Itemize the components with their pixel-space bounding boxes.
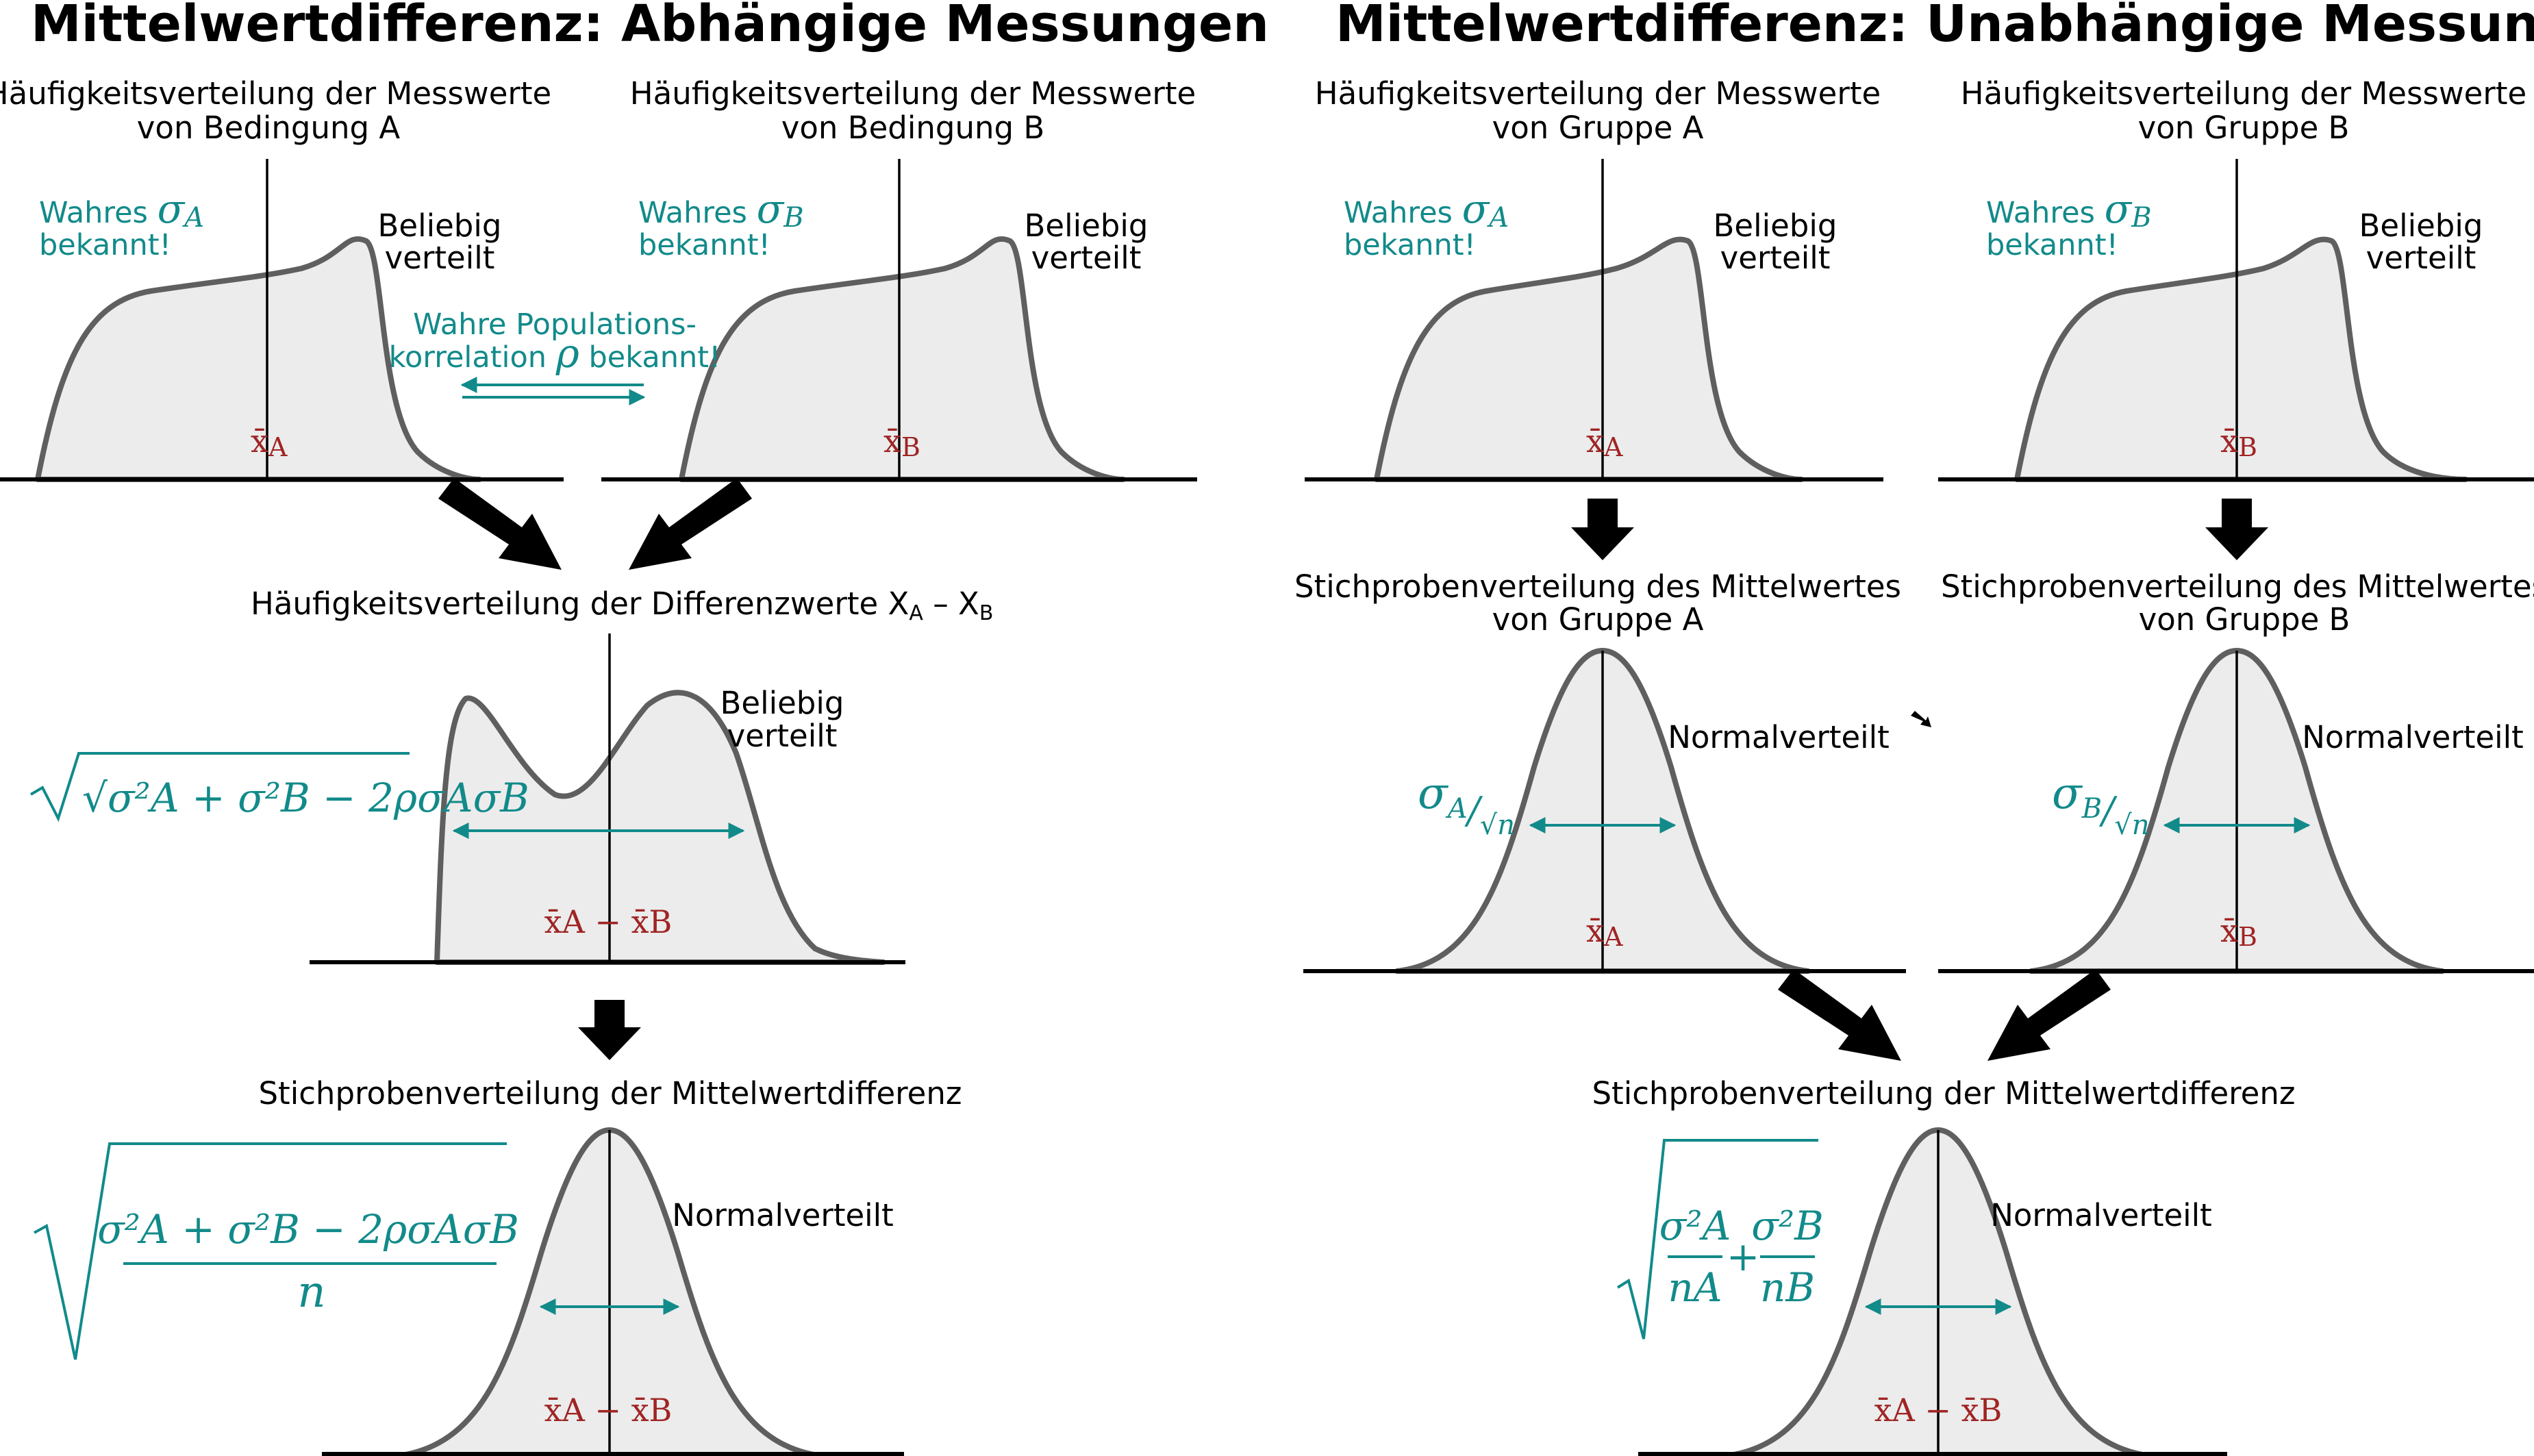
right-dist-a-label-1: Häufigkeitsverteilung der Messwerte [1315, 75, 1881, 112]
left-sampling-mean-label: x̄A − x̄B [544, 1392, 673, 1429]
right-sampling-b: Stichprobenverteilung des Mittelwertes v… [1938, 568, 2534, 974]
right-sampling-diff-label: Stichprobenverteilung der Mittelwertdiff… [1592, 1075, 2295, 1112]
left-arrow-diff-to-sampling [578, 1000, 641, 1060]
right-dist-b-curve [2014, 236, 2468, 482]
right-sampling-b-shape: Normalverteilt [2302, 719, 2524, 755]
left-arrow-a-to-diff [438, 478, 562, 570]
diff-mean-label: x̄A − x̄B [544, 903, 673, 940]
left-dist-b-shape-1: Beliebig [1025, 208, 1149, 244]
right-sampling-diff-mean-label: x̄A − x̄B [1874, 1392, 2003, 1429]
right-sampling-a-label-2: von Gruppe A [1492, 601, 1704, 638]
right-dist-b-mean-label: x̄B [2220, 423, 2257, 462]
left-title: Mittelwertdifferenz: Abhängige Messungen [31, 0, 1269, 53]
left-dist-b-mean-label: x̄B [883, 423, 920, 462]
left-dist-a-shape-2: verteilt [385, 240, 495, 276]
left-dist-b-shape-2: verteilt [1031, 240, 1142, 276]
correlation-line-2: korrelation ρ bekannt! [389, 330, 721, 377]
right-arrow-b-down [2205, 499, 2268, 560]
right-dist-b-sigma-note-2: bekannt! [1986, 228, 2118, 262]
right-arrow-b-to-diff [1987, 969, 2111, 1061]
right-sampling-diff-formula-radical [1616, 1139, 1818, 1340]
right-sampling-b-label-1: Stichprobenverteilung des Mittelwertes [1941, 568, 2534, 605]
right-dist-b: Häufigkeitsverteilung der Messwerte von … [1938, 75, 2534, 482]
right-arrow-a-to-diff [1778, 969, 1901, 1061]
right-small-arrow [1911, 711, 1931, 727]
left-sampling-formula-den: n [297, 1267, 325, 1318]
left-dist-a-sigma-note-2: bekannt! [39, 228, 171, 262]
right-dist-b-label-2: von Gruppe B [2138, 110, 2350, 146]
right-dist-a: Häufigkeitsverteilung der Messwerte von … [1305, 75, 1883, 482]
right-sampling-b-mean-label: x̄B [2220, 912, 2257, 952]
right-sampling-a: Stichprobenverteilung des Mittelwertes v… [1294, 568, 1906, 974]
left-arrow-b-to-diff [629, 478, 752, 570]
right-dist-a-curve [1374, 236, 1804, 482]
right-sampling-a-shape: Normalverteilt [1668, 719, 1890, 755]
right-dist-b-label-1: Häufigkeitsverteilung der Messwerte [1961, 75, 2526, 112]
left-dist-b-label-1: Häufigkeitsverteilung der Messwerte [630, 75, 1196, 112]
right-formula-a-den: nA [1668, 1264, 1722, 1311]
left-dist-b: Häufigkeitsverteilung der Messwerte von … [601, 75, 1197, 482]
right-dist-a-label-2: von Gruppe A [1492, 110, 1704, 146]
left-dist-b-sigma-note: Wahres σB [638, 186, 804, 234]
right-dist-a-shape-1: Beliebig [1714, 208, 1837, 244]
diff-shape-2: verteilt [727, 718, 838, 754]
right-dist-a-mean-label: x̄A [1586, 423, 1623, 462]
right-formula-plus: + [1727, 1233, 1760, 1280]
left-dist-a-mean-label: x̄A [251, 423, 288, 462]
left-dist-a-label-2: von Bedingung A [137, 110, 401, 146]
right-sampling-b-se: σB/√n [2052, 768, 2150, 841]
right-arrow-a-down [1571, 499, 1634, 560]
right-sampling-diff-shape: Normalverteilt [1990, 1197, 2212, 1233]
right-sampling-b-label-2: von Gruppe B [2139, 601, 2350, 638]
left-sampling-formula-radical [34, 1142, 507, 1360]
right-sampling-a-se: σA/√n [1418, 768, 1515, 841]
left-dist-b-label-2: von Bedingung B [781, 110, 1044, 146]
left-dist-b-curve [679, 236, 1126, 482]
left-sampling-formula-num: σ²A + σ²B − 2ρσAσB [97, 1206, 519, 1253]
right-sampling-diff: Stichprobenverteilung der Mittelwertdiff… [1592, 1075, 2296, 1456]
left-sampling-shape: Normalverteilt [672, 1197, 894, 1233]
right-dist-a-sigma-note-2: bekannt! [1344, 228, 1476, 262]
right-formula-b-den: nB [1760, 1264, 1815, 1311]
left-dist-a-label-1: Häufigkeitsverteilung der Messwerte [0, 75, 551, 112]
diff-label: Häufigkeitsverteilung der Differenzwerte… [251, 586, 993, 625]
right-dist-b-sigma-note: Wahres σB [1986, 186, 2152, 234]
right-sampling-a-label-1: Stichprobenverteilung des Mittelwertes [1294, 568, 1901, 605]
left-dist-a-curve [35, 236, 482, 482]
right-sampling-a-mean-label: x̄A [1586, 912, 1623, 952]
right-dist-a-shape-2: verteilt [1720, 240, 1831, 276]
right-dist-a-sigma-note: Wahres σA [1344, 186, 1509, 234]
right-title: Mittelwertdifferenz: Unabhängige Messung… [1335, 0, 2534, 53]
left-dist-a-sigma-note: Wahres σA [39, 186, 204, 234]
diff-shape-1: Beliebig [720, 685, 844, 721]
left-sampling-dist: Stichprobenverteilung der Mittelwertdiff… [34, 1075, 962, 1456]
left-dist-a: Häufigkeitsverteilung der Messwerte von … [0, 75, 564, 482]
right-formula-b-num: σ²B [1751, 1203, 1823, 1249]
right-dist-b-shape-1: Beliebig [2359, 208, 2483, 244]
correlation-note: Wahre Populations- korrelation ρ bekannt… [389, 307, 721, 405]
left-dist-b-sigma-note-2: bekannt! [638, 228, 770, 262]
diff-formula: √σ²A + σ²B − 2ρσAσB [82, 775, 529, 821]
correlation-line-1: Wahre Populations- [413, 307, 697, 342]
left-dist-a-shape-1: Beliebig [378, 208, 502, 244]
left-difference-dist: Häufigkeitsverteilung der Differenzwerte… [29, 586, 993, 965]
left-sampling-label: Stichprobenverteilung der Mittelwertdiff… [258, 1075, 962, 1112]
right-formula-a-num: σ²A [1659, 1203, 1731, 1249]
right-dist-b-shape-2: verteilt [2366, 240, 2476, 276]
diff-formula-radical [29, 752, 410, 823]
